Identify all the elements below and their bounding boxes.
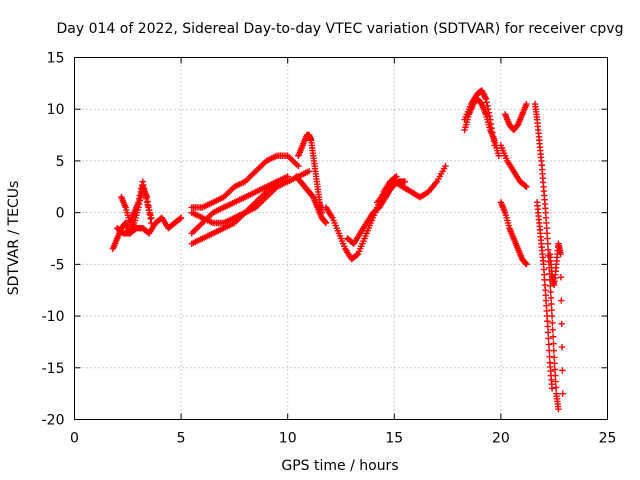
- data-point: [140, 185, 148, 192]
- data-point: [544, 329, 552, 336]
- y-tick-label: 15: [47, 51, 65, 67]
- x-tick-label: 25: [599, 431, 617, 447]
- data-point: [141, 188, 149, 196]
- data-point: [305, 168, 313, 175]
- data-point: [552, 378, 559, 385]
- data-point: [549, 326, 556, 334]
- data-point: [135, 199, 142, 206]
- data-point: [522, 182, 529, 190]
- data-point: [545, 341, 553, 348]
- data-point: [549, 319, 556, 327]
- data-point: [295, 162, 302, 170]
- data-point: [522, 260, 529, 267]
- data-point: [558, 343, 566, 351]
- data-point: [482, 95, 490, 103]
- plot-frame: [74, 57, 608, 420]
- series-arc-rise-4: [188, 178, 281, 227]
- x-tick-label: 20: [492, 431, 510, 447]
- data-point: [140, 181, 147, 189]
- series-arc-peak-11b: [293, 173, 330, 227]
- data-point: [551, 366, 559, 373]
- data-point: [548, 306, 555, 314]
- series-arc-hump-21: [501, 100, 530, 134]
- data-point: [177, 214, 185, 222]
- series-arc-plunge-22b: [533, 199, 556, 392]
- y-tick-label: 10: [47, 102, 65, 118]
- series-arc-fall-21: [497, 142, 530, 190]
- data-point: [547, 282, 554, 290]
- data-point: [557, 250, 564, 258]
- data-point: [545, 335, 552, 342]
- data-point: [547, 288, 554, 296]
- data-point: [547, 294, 555, 302]
- data-point: [558, 320, 565, 328]
- x-tick-label: 5: [177, 431, 186, 447]
- y-tick-label: 0: [56, 206, 65, 222]
- x-tick-label: 0: [70, 431, 79, 447]
- data-point: [550, 340, 557, 347]
- series-arc-plunge-22: [531, 100, 562, 413]
- y-tick-label: -5: [51, 257, 65, 273]
- data-point: [353, 251, 361, 259]
- series-arc-early-3: [118, 178, 155, 227]
- data-point: [548, 385, 556, 392]
- data-point: [136, 192, 144, 199]
- data-point: [544, 240, 552, 247]
- data-point: [135, 195, 143, 203]
- data-point: [559, 390, 566, 397]
- data-points: [109, 87, 566, 413]
- series-arc-tail-23: [546, 240, 566, 397]
- data-point: [544, 323, 552, 330]
- y-tick-label: 5: [56, 154, 65, 170]
- data-point: [495, 152, 502, 159]
- series-arc-hump-19b: [461, 95, 502, 159]
- data-point: [551, 354, 558, 361]
- series-arc-early-2: [113, 214, 185, 237]
- data-point: [552, 384, 560, 391]
- data-point: [393, 173, 400, 180]
- series-arc-rise-2: [188, 173, 291, 237]
- data-point: [544, 246, 552, 253]
- y-axis-label: SDTVAR / TECUs: [6, 181, 22, 296]
- data-point: [548, 300, 555, 308]
- x-axis-label: GPS time / hours: [281, 458, 398, 474]
- data-point: [523, 261, 530, 268]
- data-point: [558, 297, 565, 304]
- series-arc-fall-21b: [497, 199, 530, 268]
- x-tick-label: 10: [279, 431, 297, 447]
- data-point: [557, 274, 565, 281]
- data-point: [139, 178, 146, 185]
- data-point: [555, 405, 562, 413]
- data-point: [523, 100, 530, 108]
- y-tick-label: -10: [42, 309, 65, 325]
- y-tick-label: -15: [42, 361, 65, 377]
- data-point: [549, 333, 557, 340]
- y-tick-label: -20: [42, 413, 65, 429]
- data-point: [483, 99, 490, 106]
- series-arc-rise-1: [188, 152, 302, 211]
- data-point: [142, 192, 149, 199]
- series-arc-flat-15: [374, 162, 449, 206]
- data-point: [486, 112, 493, 120]
- data-point: [559, 367, 566, 374]
- data-point: [176, 215, 184, 222]
- data-point: [482, 94, 489, 101]
- data-point: [546, 353, 553, 360]
- data-point: [551, 360, 558, 367]
- data-point: [401, 178, 409, 185]
- chart-title: Day 014 of 2022, Sidereal Day-to-day VTE…: [57, 21, 624, 37]
- grid-lines: [74, 57, 608, 420]
- data-point: [143, 195, 150, 203]
- x-tick-label: 15: [385, 431, 403, 447]
- data-point: [523, 183, 530, 190]
- data-point: [546, 347, 553, 354]
- data-point: [273, 178, 281, 185]
- data-point: [442, 162, 449, 170]
- axis-ticks: 0 5 10 15 20 25 15 10 5 0 -5 -10 -15 -20: [42, 51, 617, 447]
- data-point: [322, 218, 329, 226]
- data-point: [148, 214, 155, 222]
- data-point: [322, 219, 330, 227]
